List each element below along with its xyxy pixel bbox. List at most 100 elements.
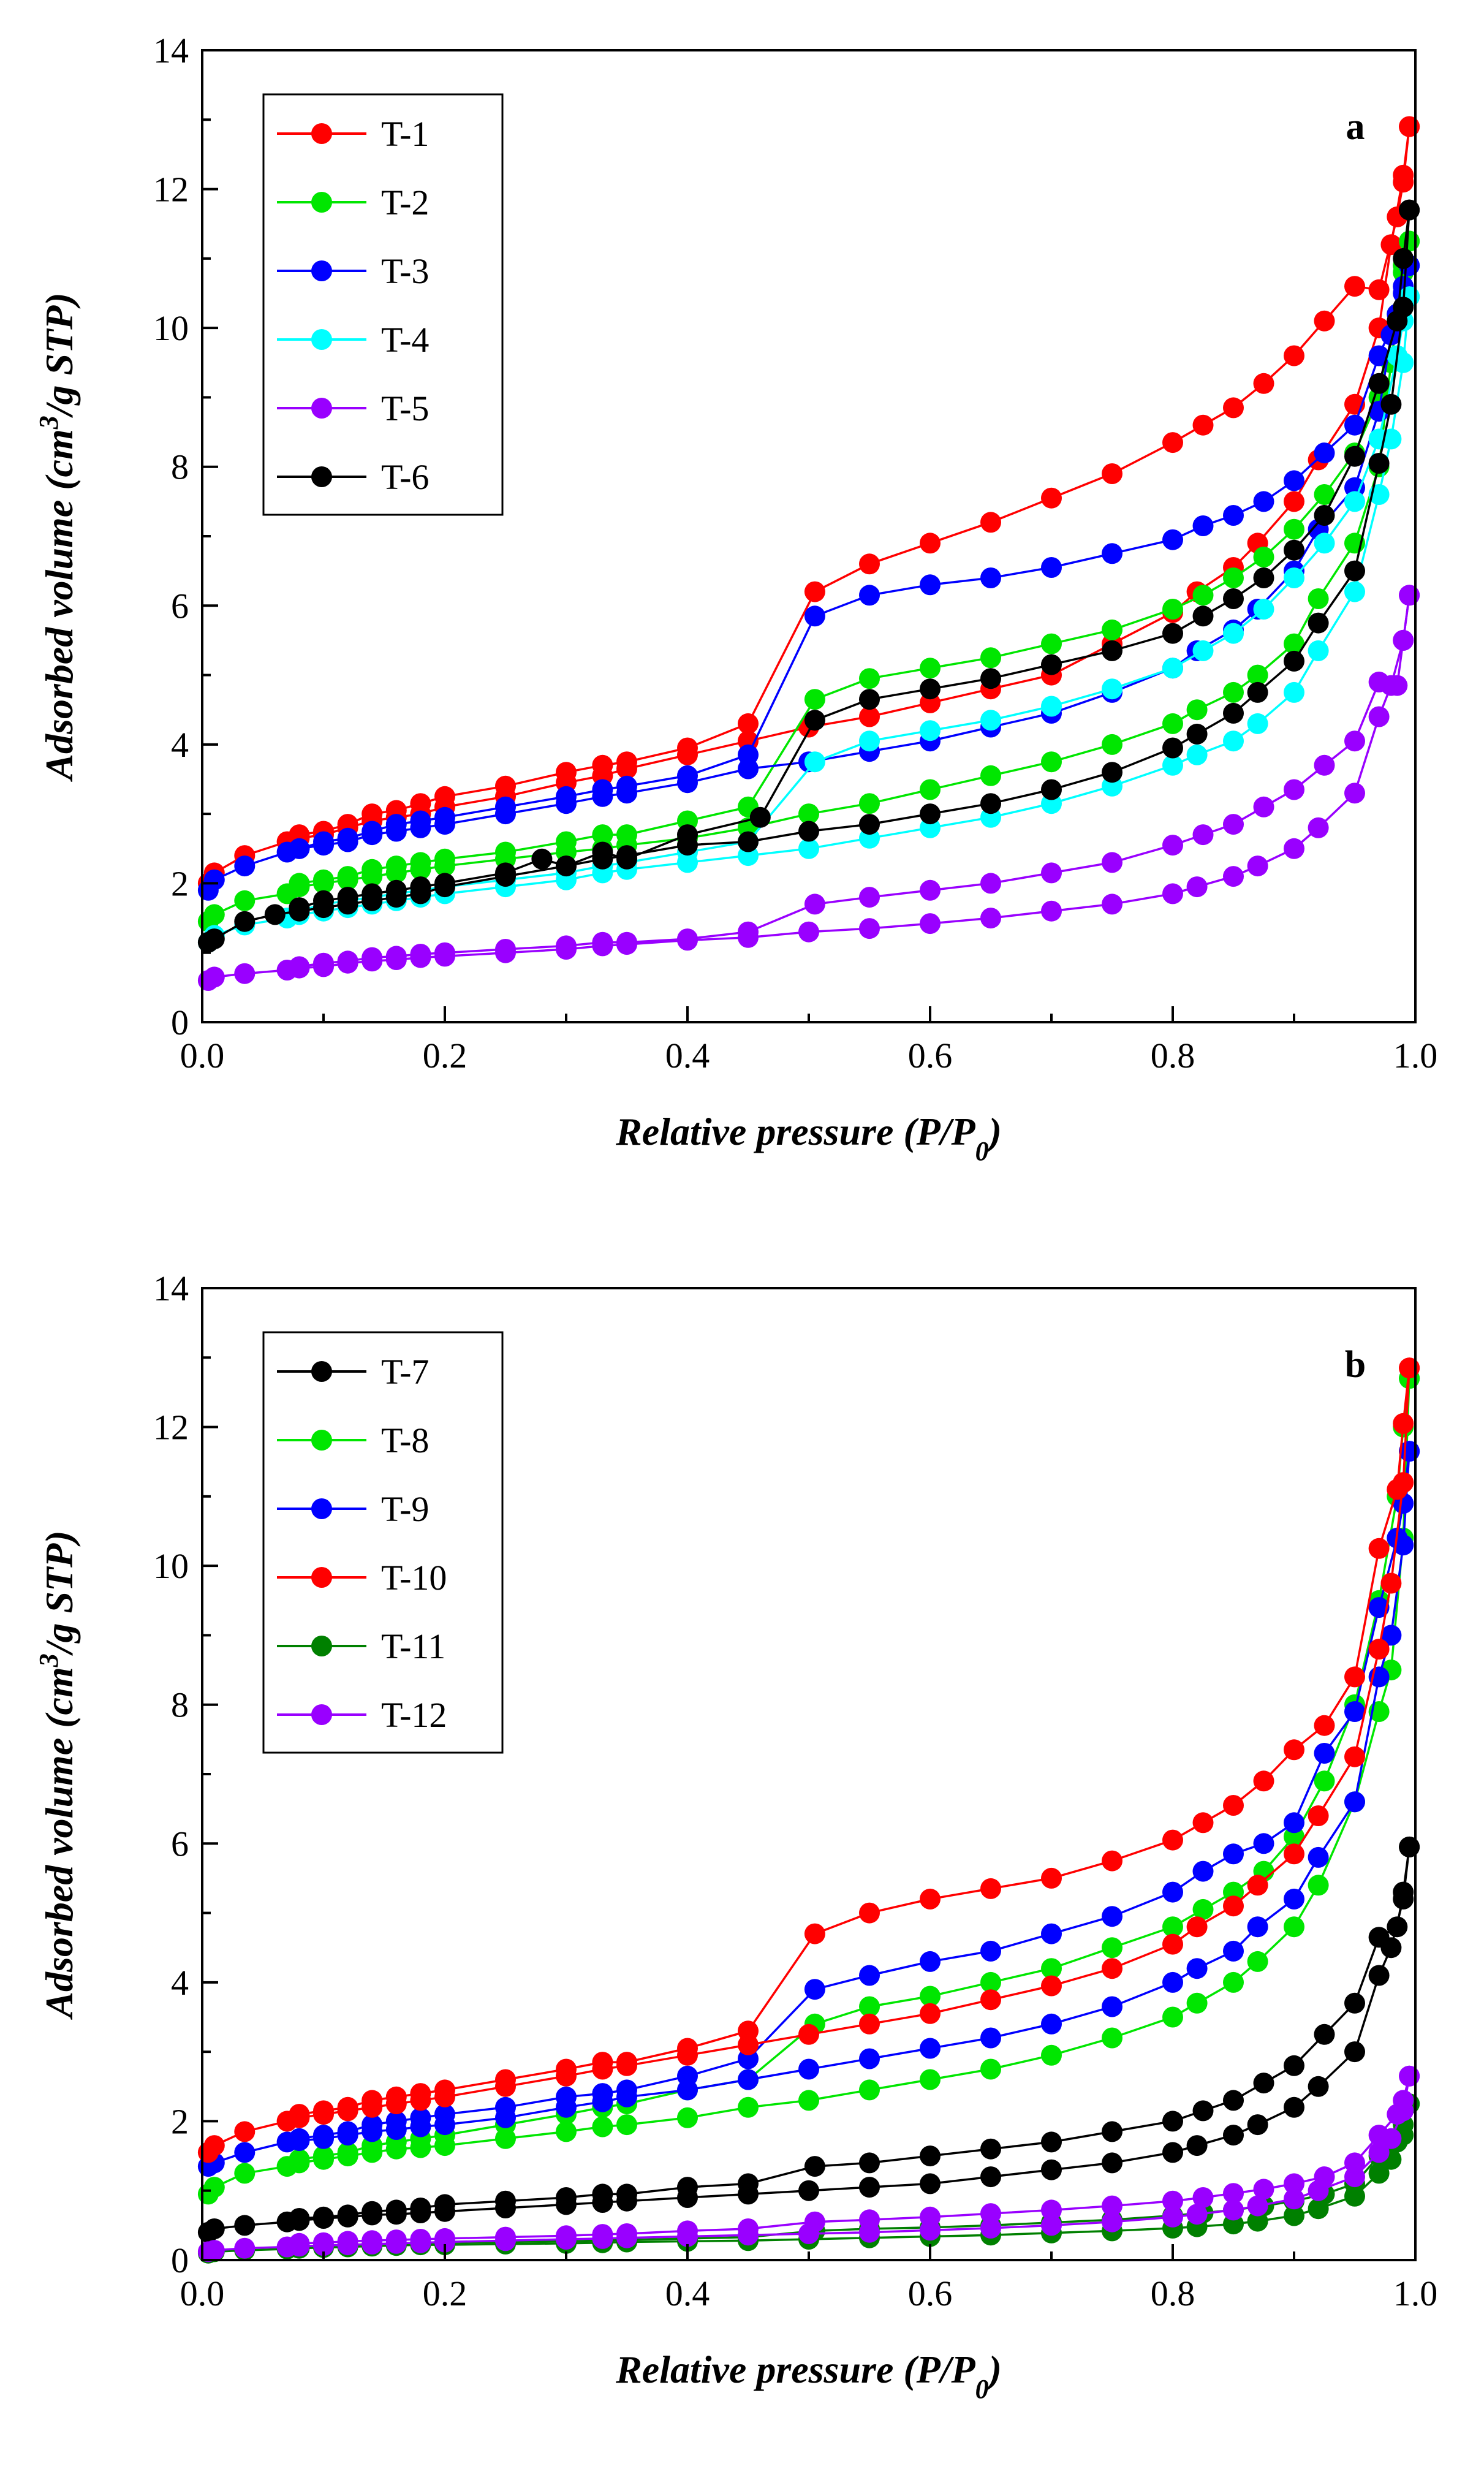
data-point <box>980 1989 1001 2011</box>
legend-marker <box>311 260 332 281</box>
data-point <box>1247 1875 1268 1896</box>
data-point <box>1162 2206 1183 2228</box>
data-point <box>798 2090 819 2111</box>
data-point <box>1284 1843 1304 1865</box>
data-point <box>1186 1958 1208 1979</box>
data-point <box>1368 2163 1390 2184</box>
data-point <box>859 2209 880 2231</box>
data-point <box>385 879 407 901</box>
data-point <box>677 824 698 846</box>
legend-label: T-3 <box>381 251 429 291</box>
data-point <box>1192 515 1214 536</box>
legend-label: T-12 <box>381 1695 447 1735</box>
data-point <box>798 2058 819 2080</box>
data-point <box>1368 1597 1390 1618</box>
data-point <box>410 944 431 965</box>
data-point <box>1162 883 1183 905</box>
data-point <box>920 2173 941 2194</box>
data-point <box>313 2145 334 2167</box>
data-point <box>738 2069 759 2090</box>
data-point <box>289 956 310 977</box>
x-tick-label: 0.6 <box>908 2274 953 2313</box>
data-point <box>1186 744 1208 765</box>
data-point <box>1368 1965 1390 1986</box>
data-point <box>203 928 225 950</box>
panel-label: b <box>1345 1344 1366 1386</box>
data-point <box>1380 1625 1402 1646</box>
data-point <box>1192 585 1214 606</box>
data-point <box>798 838 819 859</box>
data-point <box>362 2114 383 2136</box>
data-point <box>1314 1715 1335 1736</box>
data-point <box>980 793 1001 814</box>
data-point <box>804 1979 825 2000</box>
data-point <box>1223 2183 1244 2204</box>
data-point <box>616 2183 637 2205</box>
data-point <box>980 2203 1001 2225</box>
data-point <box>1344 1701 1365 1722</box>
data-point <box>1284 491 1304 512</box>
data-point <box>203 2177 225 2198</box>
data-point <box>1102 2152 1122 2174</box>
data-point <box>920 2003 941 2024</box>
data-point <box>980 908 1001 929</box>
data-point <box>1368 706 1390 727</box>
data-point <box>1344 2041 1365 2063</box>
data-point <box>1223 1795 1244 1816</box>
data-point <box>313 2206 334 2228</box>
data-point <box>1192 1861 1214 1882</box>
data-point <box>1186 2204 1208 2225</box>
data-point <box>804 689 825 710</box>
data-point <box>313 2125 334 2146</box>
data-point <box>385 814 407 835</box>
data-point <box>1102 1958 1122 1979</box>
data-point <box>1284 1739 1304 1761</box>
data-point <box>920 574 941 596</box>
data-point <box>1186 1992 1208 2014</box>
data-point <box>203 2218 225 2239</box>
data-point <box>920 1888 941 1910</box>
y-tick-label: 4 <box>171 725 189 765</box>
series-line-adsorption <box>207 126 1410 884</box>
data-point <box>798 2024 819 2045</box>
series-T-7 <box>197 1836 1420 2243</box>
data-point <box>738 921 759 943</box>
y-tick-label: 14 <box>153 1269 189 1308</box>
x-tick-label: 0.6 <box>908 1036 953 1075</box>
data-point <box>920 2206 941 2228</box>
data-point <box>1192 605 1214 627</box>
data-point <box>804 581 825 602</box>
data-point <box>289 838 310 859</box>
data-point <box>592 2183 613 2205</box>
legend-marker <box>311 1430 332 1451</box>
data-point <box>1344 2152 1365 2174</box>
data-point <box>1041 696 1062 717</box>
data-point <box>1102 678 1122 700</box>
y-tick-label: 8 <box>171 447 189 487</box>
data-point <box>980 2138 1001 2160</box>
y-tick-label: 12 <box>153 1408 189 1447</box>
data-point <box>1041 2215 1062 2236</box>
data-point <box>1102 1937 1122 1959</box>
data-point <box>495 796 516 817</box>
data-point <box>410 876 431 898</box>
data-point <box>1368 453 1390 474</box>
data-point <box>1162 754 1183 776</box>
data-point <box>1308 1846 1329 1868</box>
series-T-5 <box>197 585 1420 991</box>
data-point <box>980 512 1001 533</box>
x-tick-label: 0.8 <box>1151 2274 1195 2313</box>
data-point <box>1284 1916 1304 1938</box>
data-point <box>804 751 825 773</box>
data-point <box>1247 1916 1268 1938</box>
data-point <box>1314 533 1335 554</box>
data-point <box>1041 1958 1062 1979</box>
x-axis-title-close: ) <box>986 2348 1002 2391</box>
data-point <box>1162 2006 1183 2028</box>
data-point <box>1162 737 1183 759</box>
series-line-adsorption <box>208 210 1410 944</box>
data-point <box>1102 2195 1122 2217</box>
data-point <box>434 848 455 870</box>
data-point <box>495 939 516 960</box>
data-point <box>592 2224 613 2245</box>
